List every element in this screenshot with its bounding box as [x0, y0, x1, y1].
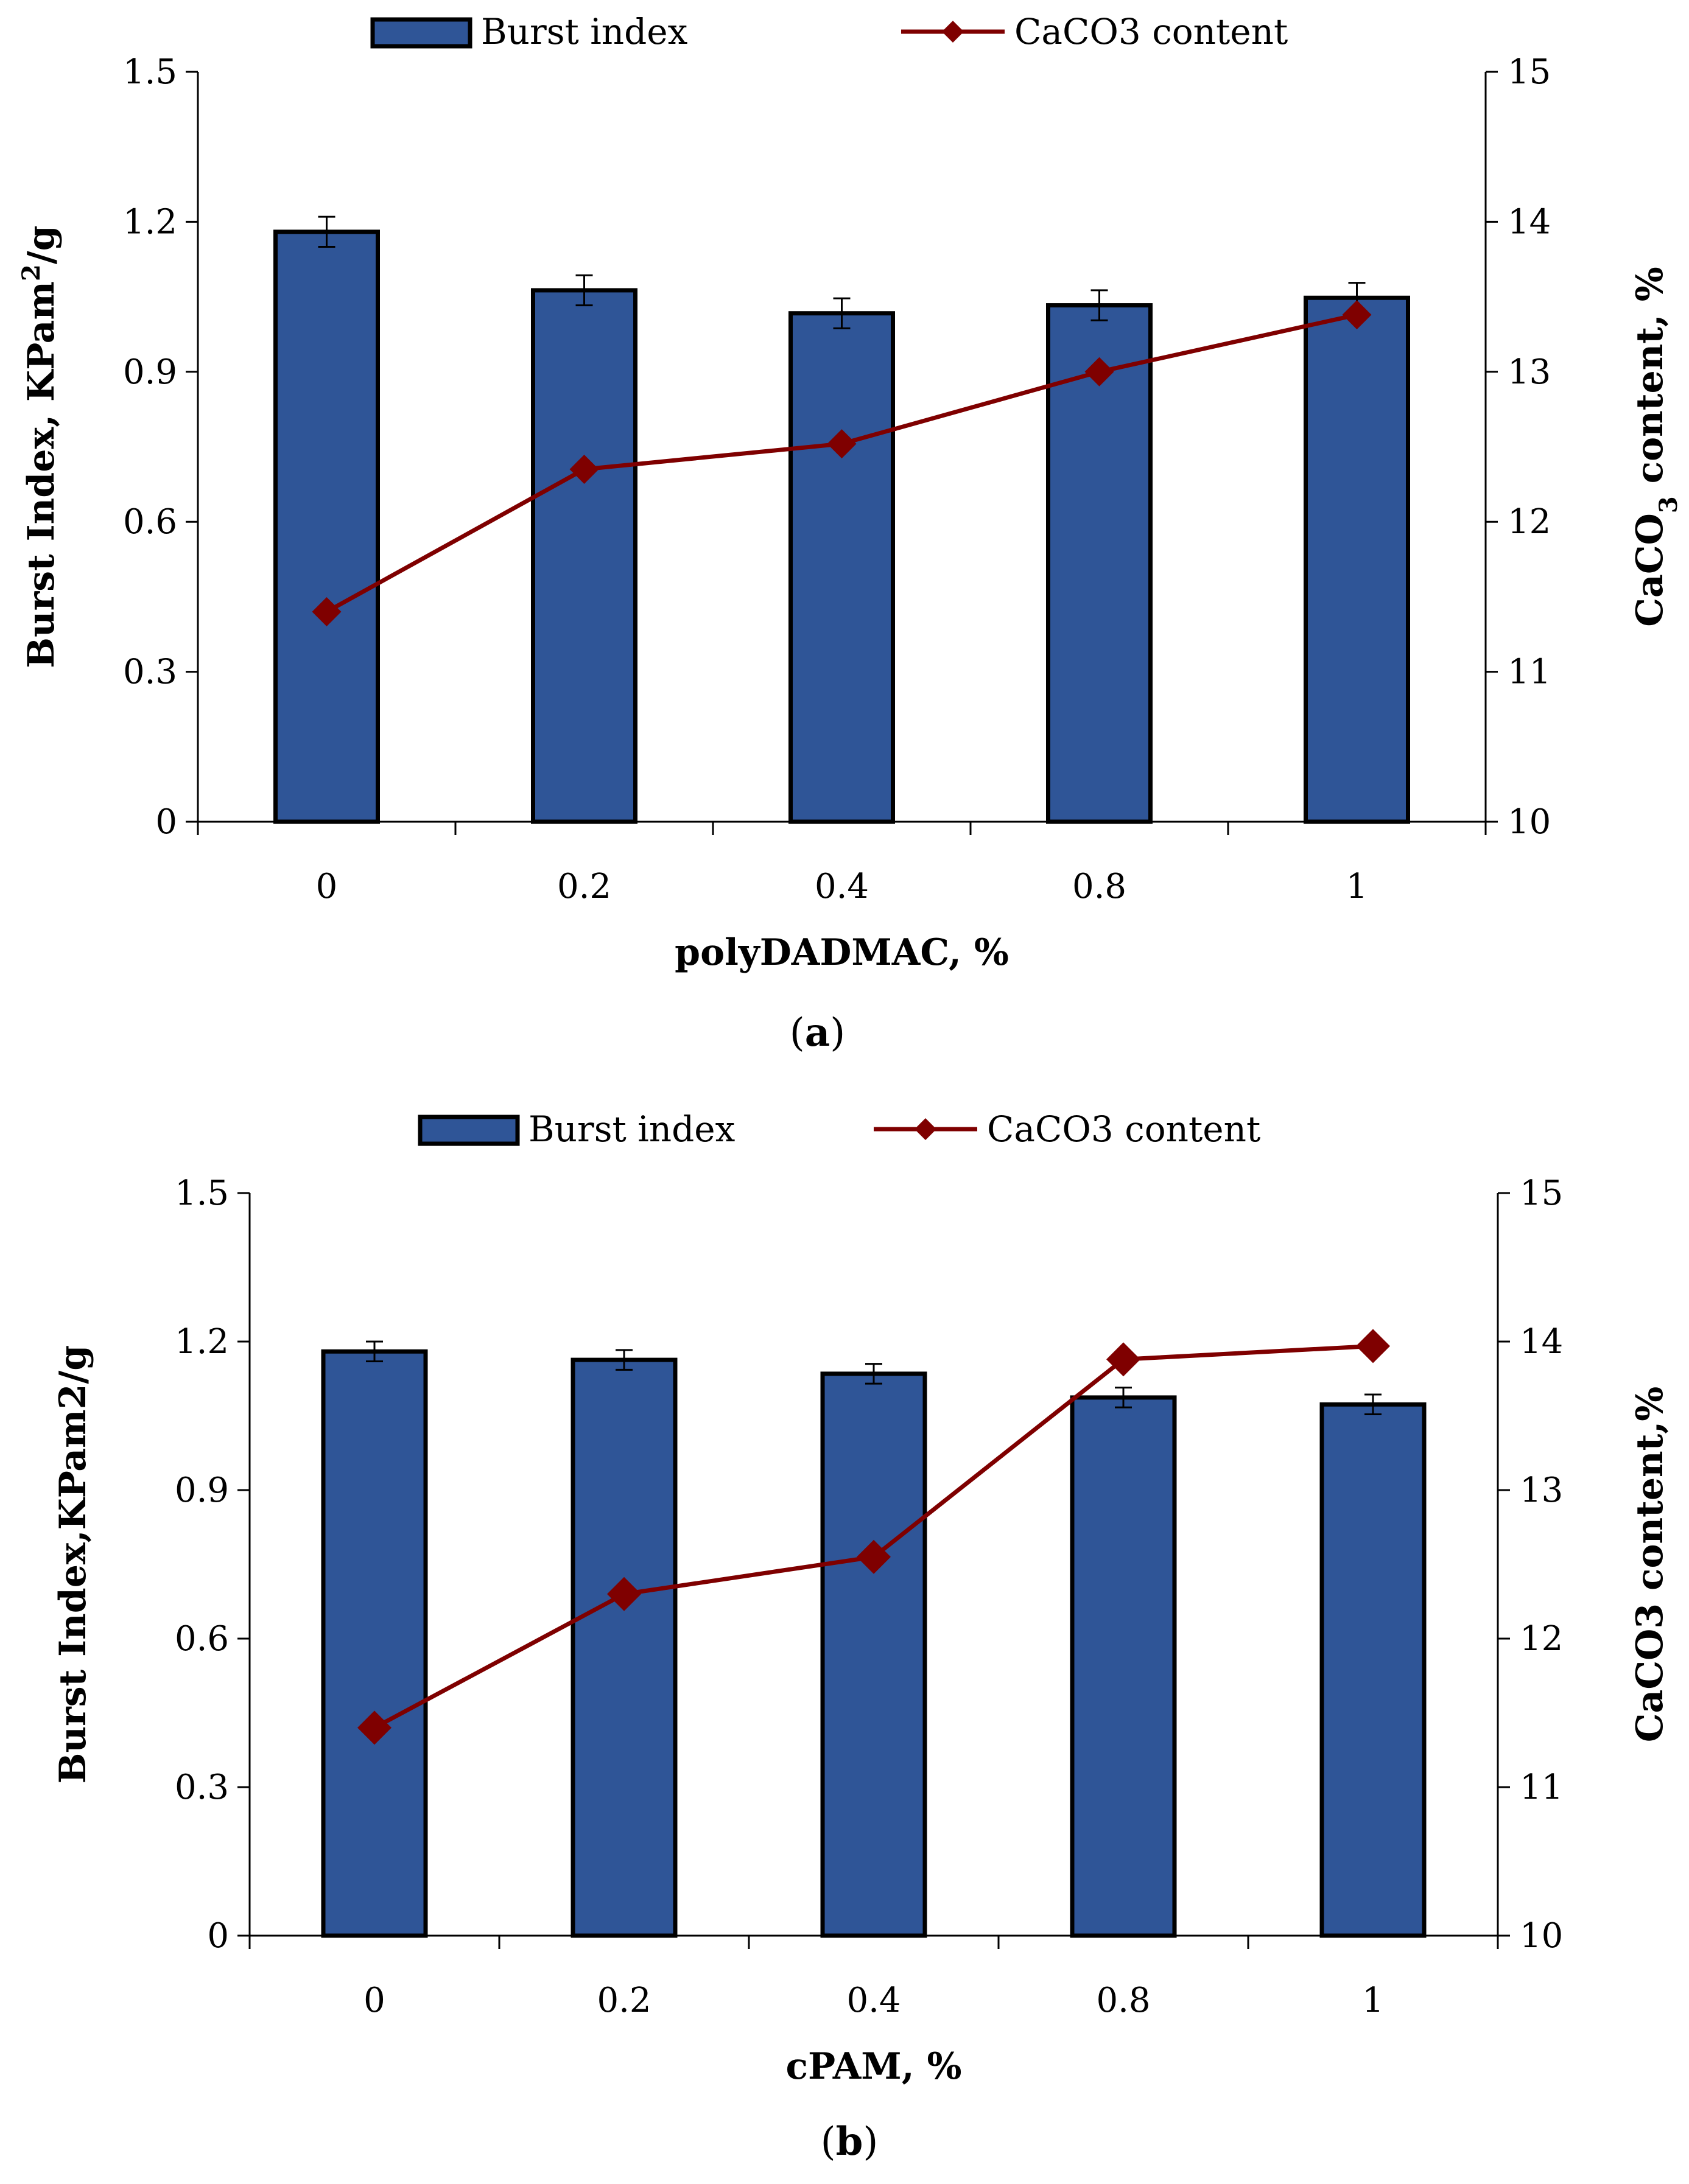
- x-tick-label: 0.2: [557, 867, 611, 906]
- y-axis-title-tail: /g: [20, 225, 63, 264]
- x-tick-label: 0.4: [815, 867, 869, 906]
- marker-caco3-content: [607, 1577, 641, 1611]
- x-tick-label: 1: [1346, 867, 1368, 906]
- panel-label: (b): [821, 2119, 879, 2165]
- panel-label: (a): [790, 1010, 845, 1055]
- panel-label-letter: b: [836, 2119, 863, 2165]
- y-axis-title-main: Burst Index,KPam2/g: [52, 1345, 94, 1783]
- y-axis-title: Burst Index,KPam2/g: [52, 1345, 94, 1783]
- y-tick-label: 0.9: [123, 352, 177, 392]
- y2-tick-label: 14: [1520, 1322, 1563, 1362]
- y-tick-label: 0.6: [175, 1619, 229, 1659]
- y2-tick-label: 10: [1520, 1916, 1563, 1956]
- marker-caco3-content: [312, 597, 342, 627]
- x-tick-label: 1: [1362, 1981, 1384, 2020]
- y-tick-label: 1.5: [175, 1174, 229, 1213]
- legend-label-caco3-content: CaCO3 content: [1014, 11, 1288, 52]
- legend-label-burst-index: Burst index: [528, 1108, 735, 1150]
- x-axis-title: polyDADMAC, %: [675, 931, 1009, 974]
- y-tick-label: 1.2: [175, 1322, 229, 1362]
- marker-caco3-content: [1342, 300, 1372, 330]
- y2-axis-title-tail: content, %: [1629, 267, 1671, 496]
- y2-tick-label: 11: [1520, 1768, 1563, 1807]
- y2-tick-label: 12: [1508, 502, 1551, 542]
- marker-caco3-content: [569, 454, 599, 484]
- x-axis-title: cPAM, %: [785, 2045, 961, 2088]
- legend-swatch-burst-index: [370, 17, 472, 49]
- y-tick-label: 0: [207, 1916, 229, 1956]
- y2-tick-label: 13: [1508, 352, 1551, 392]
- bar-burst-index: [531, 288, 637, 824]
- y-tick-label: 0: [155, 802, 177, 842]
- y2-tick-label: 12: [1520, 1619, 1563, 1659]
- bar-burst-index: [571, 1357, 678, 1938]
- y-tick-label: 0.6: [123, 502, 177, 542]
- bar-burst-index: [1319, 1402, 1427, 1938]
- y2-axis-title-main: CaCO: [1629, 513, 1671, 627]
- y-tick-label: 0.3: [123, 653, 177, 692]
- bar-burst-index: [1046, 303, 1153, 824]
- x-tick-label: 0.8: [1096, 1981, 1150, 2020]
- y2-tick-label: 13: [1520, 1471, 1563, 1510]
- x-tick-label: 0.4: [846, 1981, 901, 2020]
- y-tick-label: 1.2: [123, 202, 177, 242]
- panel-label-close: ): [863, 2119, 878, 2165]
- legend-swatch-burst-index: [418, 1115, 520, 1146]
- legend-label-caco3-content: CaCO3 content: [987, 1108, 1260, 1150]
- marker-caco3-content: [357, 1710, 392, 1745]
- y-tick-label: 1.5: [123, 52, 177, 92]
- y-axis-title: Burst Index, KPam2/g: [17, 225, 63, 668]
- bar-burst-index: [273, 229, 380, 824]
- chart-panel-b: 0 0.3 0.6 0.9 1.2 1.5 10 11 12 13 14 15 0 0.2 0.4 0.8 1 B…: [52, 1108, 1671, 2165]
- marker-caco3-content: [857, 1539, 891, 1574]
- y2-axis-title: CaCO3 content,%: [1629, 1387, 1671, 1743]
- legend-marker-caco3-content: [942, 21, 964, 43]
- bar-burst-index: [788, 311, 895, 824]
- bar-burst-index: [1304, 295, 1410, 824]
- chart-panel-a: 0 0.3 0.6 0.9 1.2 1.5 10 11 12 13 14 15 0 0.2 0.4 0.8 1 B…: [17, 11, 1683, 1055]
- x-tick-label: 0.2: [597, 1981, 651, 2020]
- marker-caco3-content: [827, 429, 857, 459]
- y2-tick-label: 15: [1520, 1174, 1563, 1213]
- bar-burst-index: [321, 1349, 428, 1938]
- y2-axis-title-sub: 3: [1654, 496, 1683, 513]
- x-tick-label: 0.8: [1072, 867, 1126, 906]
- bar-burst-index: [1070, 1395, 1177, 1938]
- x-tick-label: 0: [363, 1981, 385, 2020]
- y2-tick-label: 10: [1508, 802, 1551, 842]
- marker-caco3-content: [1356, 1329, 1390, 1363]
- panel-label-letter: a: [805, 1010, 830, 1055]
- panel-label-open: (: [821, 2119, 836, 2165]
- marker-caco3-content: [1106, 1342, 1140, 1377]
- bar-burst-index: [820, 1371, 927, 1938]
- y2-tick-label: 15: [1508, 52, 1551, 92]
- panel-label-close: ): [830, 1010, 845, 1055]
- y2-tick-label: 11: [1508, 653, 1551, 692]
- panel-label-open: (: [790, 1010, 805, 1055]
- y2-tick-label: 14: [1508, 202, 1551, 242]
- x-tick-label: 0: [316, 867, 338, 906]
- legend-label-burst-index: Burst index: [481, 11, 687, 52]
- y-axis-title-main: Burst Index, KPam: [20, 281, 63, 668]
- legend-marker-caco3-content: [915, 1118, 936, 1140]
- y-tick-label: 0.3: [175, 1768, 229, 1807]
- y2-axis-title: CaCO3 content, %: [1629, 267, 1683, 627]
- y2-axis-title-main: CaCO3 content,%: [1629, 1387, 1671, 1743]
- marker-caco3-content: [1084, 357, 1114, 387]
- y-tick-label: 0.9: [175, 1471, 229, 1510]
- y-axis-title-sup: 2: [17, 264, 46, 281]
